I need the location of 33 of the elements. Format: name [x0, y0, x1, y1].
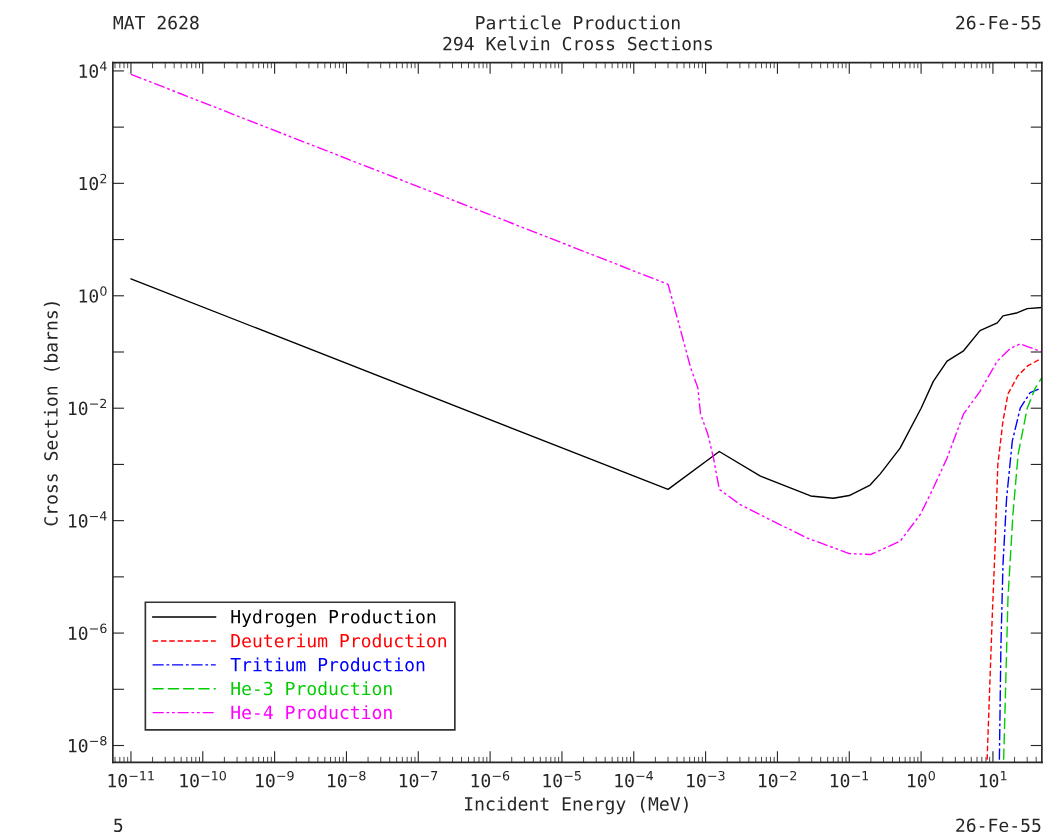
legend-label: Tritium Production [230, 657, 425, 672]
x-tick-label: 10$^{−4}$ [615, 771, 654, 788]
legend-label: He-4 Production [231, 705, 392, 720]
x-tick-label: 10$^{−9}$ [256, 770, 294, 788]
x-tick-label: 10$^{−6}$ [471, 770, 510, 788]
x-tick-label: 10$^{−2}$ [759, 770, 797, 788]
x-tick-label: 10$^{−3}$ [687, 770, 725, 788]
x-tick-label: 10$^{1}$ [979, 771, 1007, 788]
y-tick-label: 10$^{−8}$ [69, 735, 107, 753]
legend-label: Hydrogen Production [231, 609, 436, 628]
x-axis-title: Incident Energy (MeV) [465, 796, 688, 815]
chart-subtitle: 294 Kelvin Cross Sections [443, 36, 712, 51]
legend-label: Deuterium Production [231, 633, 447, 648]
legend-label: He-3 Production [231, 681, 392, 696]
x-tick-label: 10$^{−10}$ [180, 770, 226, 788]
y-tick-label: 10$^{−2}$ [69, 398, 107, 416]
y-tick-label: 10$^{2}$ [79, 173, 107, 191]
text: 26-Fe-55 [956, 15, 1041, 30]
y-tick-label: 10$^{−6}$ [69, 623, 107, 641]
text: MAT 2628 [113, 15, 199, 30]
chart-title: Particle Production [476, 15, 680, 30]
x-tick-label: 10$^{0}$ [908, 770, 935, 788]
x-tick-label: 10$^{−8}$ [328, 770, 366, 788]
x-tick-label: 10$^{−5}$ [543, 771, 581, 788]
text: 26-Fe-55 [956, 818, 1041, 833]
y-tick-label: 10$^{4}$ [79, 61, 107, 78]
x-tick-label: 10$^{−1}$ [830, 771, 869, 788]
x-tick-label: 10$^{−11}$ [108, 771, 154, 788]
x-tick-label: 10$^{−7}$ [399, 771, 438, 788]
text: 5 [114, 818, 123, 833]
y-tick-label: 10$^{−4}$ [69, 511, 107, 528]
y-tick-label: 10$^{0}$ [79, 286, 107, 303]
y-axis-title: Cross Section (barns) [43, 302, 60, 526]
